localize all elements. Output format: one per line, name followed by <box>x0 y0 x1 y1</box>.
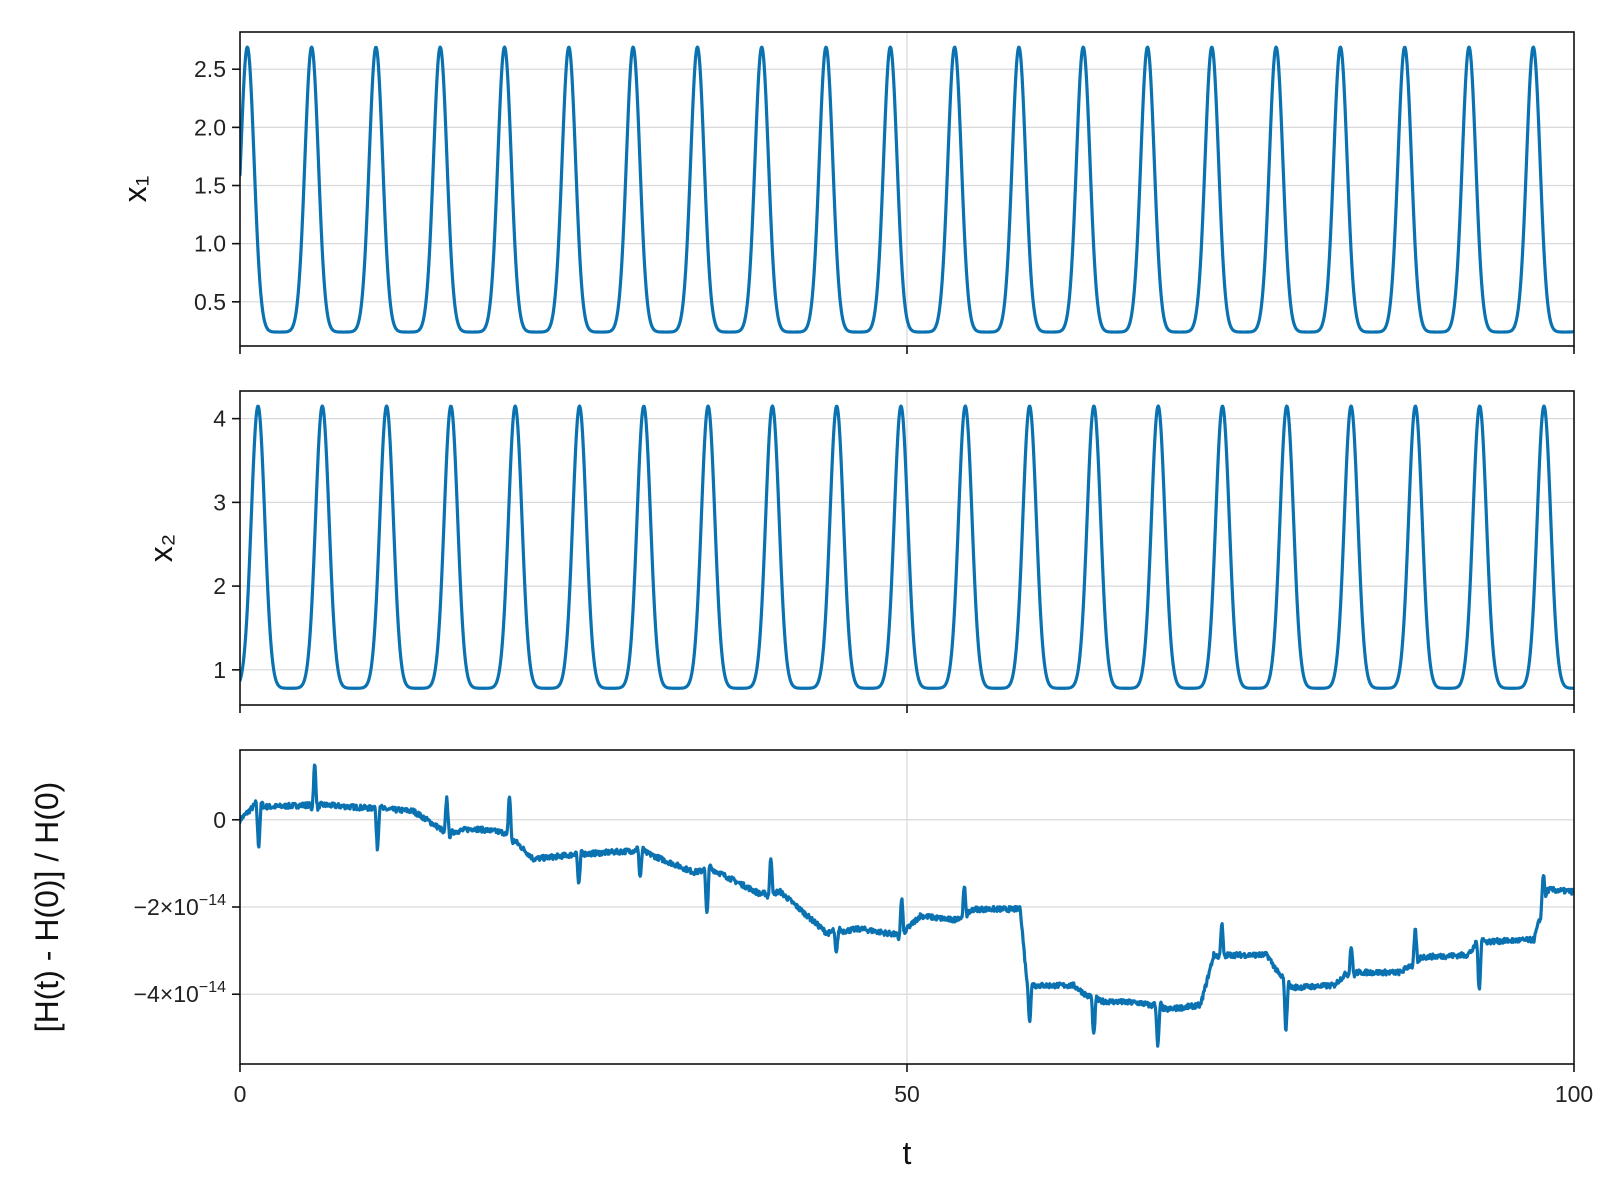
y-tick-label: −4×10−14 <box>134 979 226 1007</box>
y-tick-label: −2×10−14 <box>134 892 226 920</box>
y-tick-label: 2.5 <box>194 56 226 82</box>
y-tick-label: 0 <box>213 807 226 833</box>
panel-3: 0 −2×10−14 −4×10−14 0 50 100 [H(t) - H(0)] / H… <box>29 749 1593 1171</box>
x-tick-label: 0 <box>234 1081 247 1107</box>
y-tick-label: 1.0 <box>194 231 226 257</box>
y-axis-title: x₁ <box>117 176 153 203</box>
x-axis-title: t <box>903 1135 912 1171</box>
y-tick-label: 2 <box>213 573 226 599</box>
panel-1: 0.5 1.0 1.5 2.0 2.5 x₁ <box>117 31 1575 354</box>
panel-2: 1 2 3 4 x₂ <box>143 390 1575 713</box>
y-tick-label: 4 <box>213 406 226 432</box>
y-axis-title: [H(t) - H(0)] / H(0) <box>29 782 65 1033</box>
y-tick-label: 1 <box>213 657 226 683</box>
x-tick-label: 50 <box>894 1081 920 1107</box>
series-line <box>240 45 1574 334</box>
series-line <box>240 404 1574 690</box>
y-tick-label: 3 <box>213 489 226 515</box>
y-tick-label: 2.0 <box>194 114 226 140</box>
y-axis-title: x₂ <box>143 534 179 562</box>
y-tick-label: 0.5 <box>194 289 226 315</box>
y-tick-label: 1.5 <box>194 173 226 199</box>
x-tick-label: 100 <box>1555 1081 1593 1107</box>
series-line <box>240 763 1574 1048</box>
